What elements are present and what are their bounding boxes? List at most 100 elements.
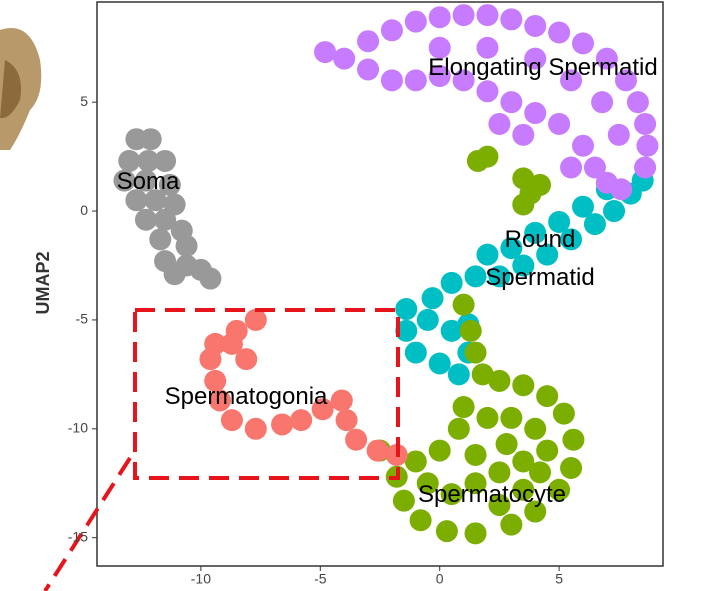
point [417, 309, 439, 331]
point [562, 429, 584, 451]
point [636, 135, 658, 157]
point [448, 363, 470, 385]
cluster-label: Spermatogonia [165, 383, 328, 411]
point [221, 409, 243, 431]
point [429, 440, 451, 462]
y-axis-label: UMAP2 [33, 251, 53, 314]
point [448, 418, 470, 440]
point [634, 156, 656, 178]
point [476, 80, 498, 102]
y-tick-label: 5 [80, 93, 88, 109]
point [140, 128, 162, 150]
y-tick-label: 0 [80, 202, 88, 218]
y-tick-label: -15 [68, 528, 88, 544]
point [560, 457, 582, 479]
figure: UMAP2 -10 -5 0 5 -15 -10 -5 0 5 Soma Round Sperma… [0, 0, 705, 591]
point [199, 268, 221, 290]
point [591, 91, 613, 113]
point [572, 32, 594, 54]
point [453, 396, 475, 418]
x-tick-label: 0 [436, 571, 444, 587]
point [357, 30, 379, 52]
point [500, 8, 522, 30]
point [465, 444, 487, 466]
point [524, 102, 546, 124]
point [245, 418, 267, 440]
point [422, 287, 444, 309]
point [610, 178, 632, 200]
point [529, 174, 551, 196]
point [548, 113, 570, 135]
point [465, 522, 487, 544]
y-tick-label: -10 [68, 420, 88, 436]
point [331, 390, 353, 412]
point [524, 15, 546, 37]
point [500, 514, 522, 536]
point [496, 433, 518, 455]
point [405, 69, 427, 91]
point [476, 407, 498, 429]
point [367, 440, 389, 462]
point [603, 200, 625, 222]
point [176, 235, 198, 257]
x-tick-label: -10 [191, 571, 211, 587]
point [314, 41, 336, 63]
point [245, 309, 267, 331]
x-tick-label: -5 [314, 571, 327, 587]
point [271, 413, 293, 435]
point [548, 21, 570, 43]
point [608, 124, 630, 146]
point [405, 450, 427, 472]
point [393, 490, 415, 512]
point [395, 298, 417, 320]
point [536, 440, 558, 462]
x-tick-label: 5 [555, 571, 563, 587]
point [512, 124, 534, 146]
point [553, 403, 575, 425]
y-tick-label: -5 [76, 311, 89, 327]
point [460, 320, 482, 342]
point [405, 342, 427, 364]
point [572, 135, 594, 157]
point [333, 48, 355, 70]
point [381, 69, 403, 91]
point [357, 59, 379, 81]
point [536, 385, 558, 407]
point [476, 4, 498, 26]
point [488, 113, 510, 135]
point [453, 294, 475, 316]
point [560, 156, 582, 178]
cluster-label: Spermatocyte [418, 481, 566, 509]
point [500, 91, 522, 113]
point [500, 407, 522, 429]
point [512, 374, 534, 396]
point [465, 342, 487, 364]
point [453, 4, 475, 26]
point [634, 113, 656, 135]
point [429, 6, 451, 28]
point [290, 409, 312, 431]
point [441, 272, 463, 294]
point [410, 509, 432, 531]
point [429, 352, 451, 374]
point [405, 11, 427, 33]
monkey-illustration [0, 28, 41, 150]
point [135, 209, 157, 231]
point [336, 409, 358, 431]
point [488, 370, 510, 392]
cluster-label: Round Spermatid [480, 221, 600, 297]
cluster-label: Soma [117, 168, 180, 196]
point [441, 320, 463, 342]
point [381, 19, 403, 41]
point [572, 196, 594, 218]
point [221, 333, 243, 355]
point [199, 348, 221, 370]
point [512, 194, 534, 216]
point [627, 91, 649, 113]
point [164, 263, 186, 285]
cluster-label: Elongating Spermatid [428, 54, 657, 82]
point [149, 228, 171, 250]
point [436, 520, 458, 542]
point [476, 146, 498, 168]
point [345, 429, 367, 451]
